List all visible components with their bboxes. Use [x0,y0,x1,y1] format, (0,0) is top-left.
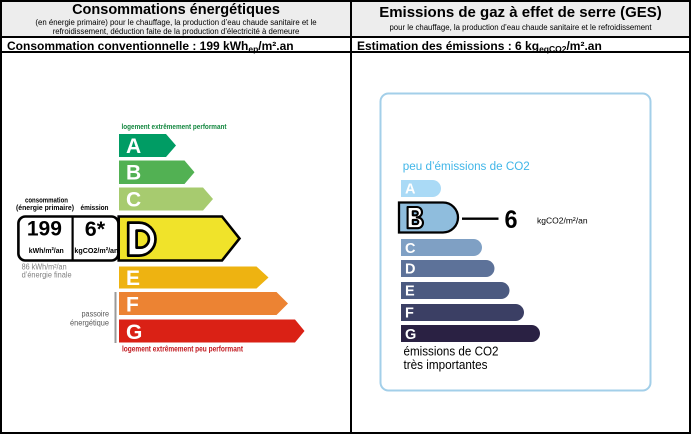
svg-text:logement extrêmement performan: logement extrêmement performant [122,122,227,131]
svg-text:kWh/m²/an: kWh/m²/an [29,246,64,255]
svg-text:B: B [126,162,141,185]
svg-text:E: E [126,267,140,290]
svg-text:6: 6 [505,206,518,234]
svg-text:d’énergie finale: d’énergie finale [22,270,73,279]
svg-text:kgCO2/m²/an: kgCO2/m²/an [74,246,118,255]
svg-text:G: G [405,327,416,343]
svg-text:A: A [126,135,141,158]
svg-text:86 kWh/m²/an: 86 kWh/m²/an [22,262,67,271]
svg-text:(énergie primaire): (énergie primaire) [16,203,74,212]
svg-text:C: C [405,241,416,257]
svg-text:E: E [405,284,415,300]
svg-text:logement extrêmement peu perfo: logement extrêmement peu performant [122,345,243,354]
svg-text:peu d’émissions de CO2: peu d’émissions de CO2 [403,159,530,173]
svg-text:très importantes: très importantes [404,358,488,372]
svg-text:F: F [126,293,139,316]
svg-text:6*: 6* [85,217,106,241]
svg-text:C: C [126,188,141,211]
svg-text:émission: émission [81,203,109,212]
svg-text:D: D [405,262,415,278]
svg-text:G: G [126,321,142,344]
svg-text:énergétique: énergétique [70,318,110,327]
svg-text:F: F [405,306,414,322]
svg-text:passoire: passoire [82,310,110,319]
svg-text:199: 199 [27,218,62,241]
svg-text:consommation: consommation [25,196,68,205]
svg-text:kgCO2/m²/an: kgCO2/m²/an [537,216,588,226]
svg-text:émissions de CO2: émissions de CO2 [404,345,499,359]
svg-text:A: A [405,181,416,197]
